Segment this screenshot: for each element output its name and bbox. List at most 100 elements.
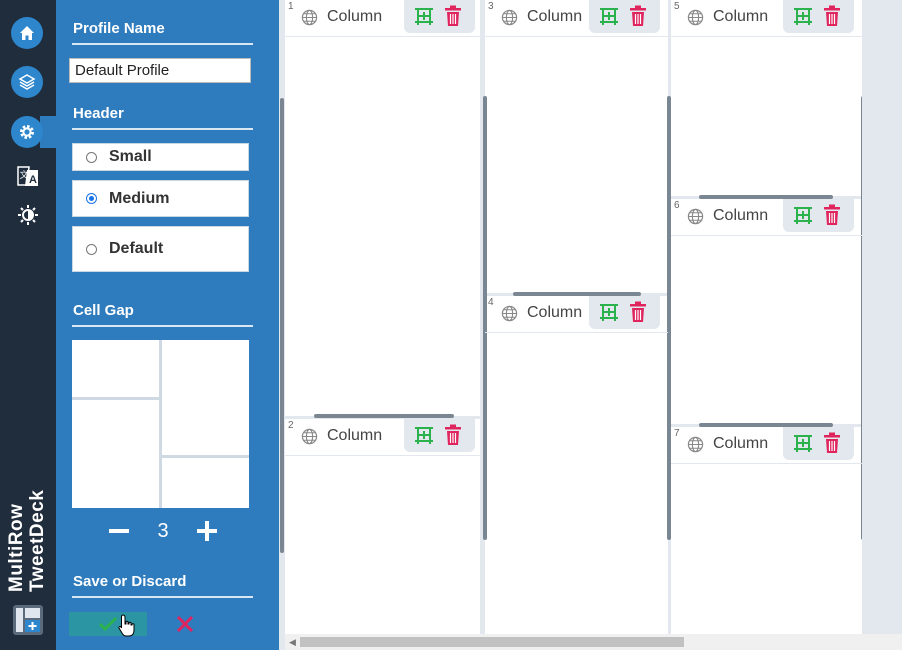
trash-icon[interactable]	[823, 204, 841, 226]
scrollbar-thumb[interactable]	[300, 637, 684, 647]
gear-icon[interactable]	[11, 116, 43, 148]
column-title: Column	[713, 8, 769, 25]
brand-line-1: MultiRow	[6, 503, 27, 592]
header-option-small[interactable]: Small	[72, 143, 249, 171]
add-row-icon[interactable]	[599, 302, 619, 322]
add-row-icon[interactable]	[599, 6, 619, 26]
column-number: 2	[288, 420, 294, 431]
cell-gap-preview	[72, 340, 249, 508]
column-header: 3 Column	[485, 0, 668, 37]
divider	[72, 128, 253, 130]
right-gutter	[862, 0, 902, 650]
divider	[72, 325, 253, 327]
column-number: 6	[674, 200, 680, 211]
divider	[72, 596, 253, 598]
column-title: Column	[713, 207, 769, 224]
column-tools	[589, 296, 660, 329]
column-header: 4 Column	[485, 296, 668, 333]
add-row-icon[interactable]	[414, 6, 434, 26]
brand-logo-icon	[12, 604, 44, 636]
globe-icon	[687, 9, 704, 26]
horizontal-scrollbar[interactable]: ◀	[285, 634, 902, 650]
settings-panel: Profile Name Default Profile Header Smal…	[56, 0, 279, 650]
trash-icon[interactable]	[444, 5, 462, 27]
selected-tab-indicator	[40, 116, 56, 148]
header-option-label: Medium	[109, 189, 170, 207]
checkmark-icon	[98, 616, 118, 632]
header-option-medium[interactable]: Medium	[72, 180, 249, 217]
resize-handle[interactable]	[280, 98, 284, 553]
brand-name: MultiRow TweetDeck	[4, 474, 52, 594]
trash-icon[interactable]	[444, 424, 462, 446]
trash-icon[interactable]	[629, 301, 647, 323]
profile-name-heading: Profile Name	[73, 20, 165, 37]
add-row-icon[interactable]	[414, 425, 434, 445]
globe-icon	[501, 9, 518, 26]
column-tools	[589, 0, 660, 33]
column-number: 3	[488, 1, 494, 12]
globe-icon	[301, 9, 318, 26]
column-title: Column	[713, 435, 769, 452]
add-row-icon[interactable]	[793, 205, 813, 225]
resize-handle[interactable]	[667, 96, 671, 540]
column-tools	[783, 427, 854, 460]
header-option-label: Small	[109, 148, 152, 165]
column-number: 7	[674, 428, 680, 439]
column-title: Column	[327, 8, 383, 25]
minus-icon[interactable]	[108, 520, 130, 542]
radio-button[interactable]	[86, 243, 97, 255]
resize-handle[interactable]	[314, 414, 454, 418]
column-tools	[404, 419, 475, 452]
trash-icon[interactable]	[629, 5, 647, 27]
resize-handle[interactable]	[699, 195, 833, 199]
globe-icon	[687, 208, 704, 225]
svg-text:文: 文	[20, 169, 29, 180]
resize-handle[interactable]	[483, 96, 487, 540]
add-row-icon[interactable]	[793, 433, 813, 453]
cell-gap-value: 3	[157, 519, 169, 542]
svg-text:A: A	[29, 174, 37, 186]
layers-icon[interactable]	[11, 66, 43, 98]
cell-gap-stepper: 3	[108, 516, 218, 546]
radio-button[interactable]	[86, 151, 97, 163]
close-icon	[176, 615, 194, 633]
divider	[72, 43, 253, 45]
column-title: Column	[527, 304, 583, 321]
header-option-default[interactable]: Default	[72, 226, 249, 272]
column-header: 1 Column	[285, 0, 480, 37]
columns-area: 1 Column 2 Column 3 Column 4 Column	[279, 0, 865, 634]
brand-line-2: TweetDeck	[27, 489, 48, 592]
cell-gap-heading: Cell Gap	[73, 302, 134, 319]
column-header: 7 Column	[671, 427, 862, 464]
save-or-discard-heading: Save or Discard	[73, 573, 187, 590]
plus-icon[interactable]	[196, 520, 218, 542]
column-number: 1	[288, 1, 294, 12]
discard-button[interactable]	[171, 612, 199, 636]
scroll-left-icon[interactable]: ◀	[289, 637, 296, 647]
column-number: 4	[488, 297, 494, 308]
globe-icon	[501, 305, 518, 322]
column-header: 6 Column	[671, 199, 862, 236]
resize-handle[interactable]	[699, 423, 833, 427]
header-heading: Header	[73, 105, 124, 122]
column-tools	[783, 0, 854, 33]
column-tools	[404, 0, 475, 33]
globe-icon	[301, 428, 318, 445]
globe-icon	[687, 436, 704, 453]
trash-icon[interactable]	[823, 432, 841, 454]
column-title: Column	[527, 8, 583, 25]
profile-name-input[interactable]: Default Profile	[69, 58, 251, 83]
radio-button-selected[interactable]	[86, 193, 97, 204]
column-header: 2 Column	[285, 419, 480, 456]
add-row-icon[interactable]	[793, 6, 813, 26]
home-icon[interactable]	[11, 17, 43, 49]
column-number: 5	[674, 1, 680, 12]
brightness-icon[interactable]	[16, 203, 40, 227]
mouse-cursor-icon	[118, 614, 135, 637]
header-option-label: Default	[109, 240, 164, 257]
trash-icon[interactable]	[823, 5, 841, 27]
resize-handle[interactable]	[513, 292, 641, 296]
column-tools	[783, 199, 854, 232]
